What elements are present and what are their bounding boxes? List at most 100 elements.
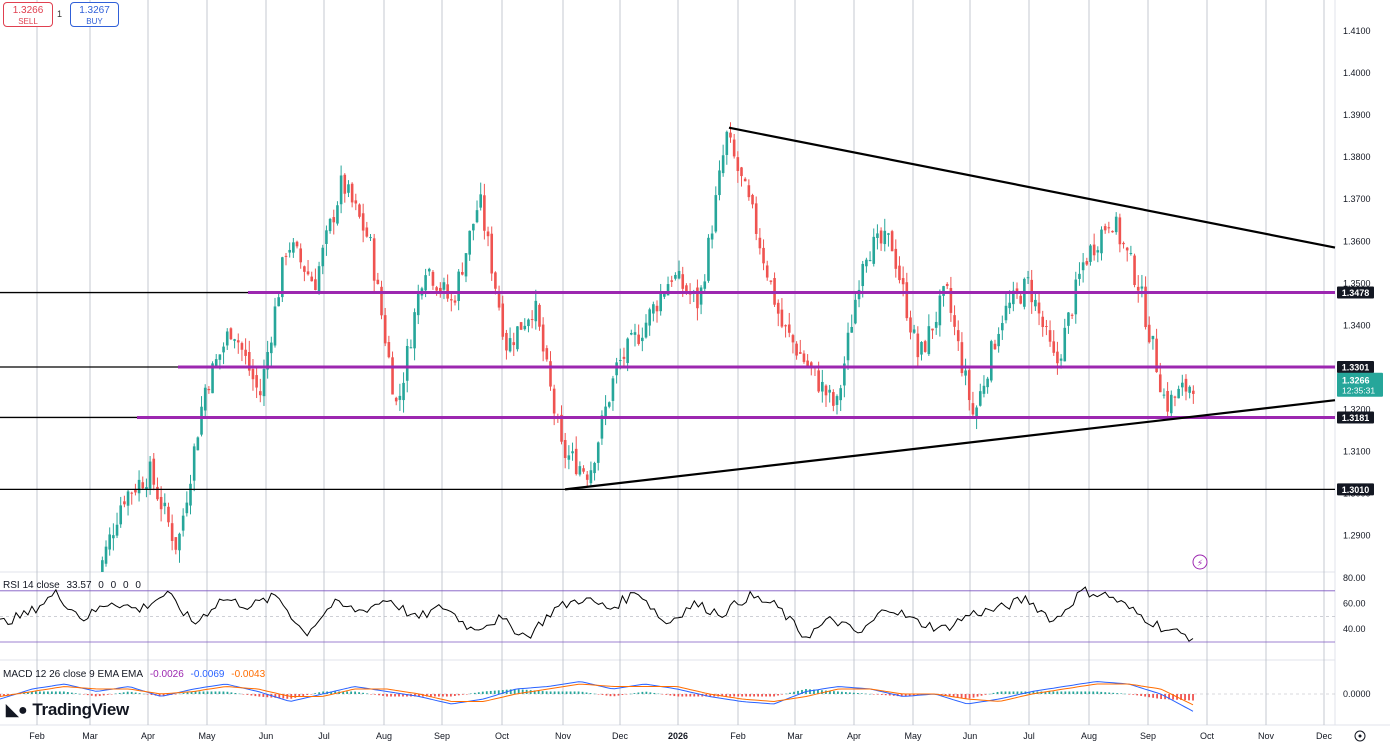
macd-histogram-bar bbox=[66, 692, 69, 694]
rsi-value-2: 0 bbox=[110, 580, 117, 591]
candle-body bbox=[505, 332, 508, 351]
candle-body bbox=[343, 174, 347, 194]
macd-histogram-bar bbox=[848, 692, 851, 694]
macd-histogram-bar bbox=[840, 691, 843, 694]
macd-histogram-bar bbox=[817, 689, 819, 694]
candle-body bbox=[372, 238, 376, 281]
macd-histogram-bar bbox=[1160, 694, 1162, 700]
macd-histogram-bar bbox=[689, 694, 692, 697]
time-tick-label: Feb bbox=[730, 731, 746, 741]
macd-histogram-bar bbox=[741, 694, 744, 697]
time-tick-label: Mar bbox=[787, 731, 803, 741]
tradingview-logo-icon: ◣● bbox=[6, 702, 28, 719]
macd-histogram-bar bbox=[222, 691, 225, 694]
macd-histogram-bar bbox=[1136, 694, 1139, 696]
candle-body bbox=[244, 349, 247, 356]
macd-histogram-bar bbox=[565, 691, 568, 694]
candle-body bbox=[438, 287, 442, 292]
macd-histogram-bar bbox=[1144, 694, 1147, 697]
macd-histogram-bar bbox=[226, 691, 229, 694]
macd-histogram-bar bbox=[988, 693, 991, 695]
macd-histogram-bar bbox=[35, 691, 37, 694]
macd-histogram-bar bbox=[194, 691, 197, 694]
candle-body bbox=[883, 230, 887, 245]
candle-body bbox=[218, 354, 222, 360]
candle-body bbox=[732, 139, 736, 157]
candle-body bbox=[281, 257, 284, 298]
rsi-legend[interactable]: RSI 14 close 33.57 0 0 0 0 bbox=[3, 580, 145, 591]
candle-body bbox=[1151, 335, 1155, 340]
tradingview-logo[interactable]: ◣● TradingView bbox=[6, 700, 129, 720]
macd-histogram-bar bbox=[1096, 691, 1099, 694]
candle-body bbox=[736, 157, 740, 172]
candle-body bbox=[810, 362, 813, 368]
time-tick-label: Dec bbox=[612, 731, 629, 741]
candle-body bbox=[541, 324, 545, 352]
candle-body bbox=[229, 328, 233, 340]
macd-histogram-bar bbox=[374, 694, 376, 695]
candle-body bbox=[450, 299, 453, 301]
candle-body bbox=[710, 233, 714, 240]
candle-body bbox=[865, 259, 868, 267]
candle-body bbox=[978, 391, 982, 406]
macd-histogram-bar bbox=[1108, 692, 1111, 694]
candle-body bbox=[112, 535, 115, 539]
macd-histogram-bar bbox=[54, 691, 57, 694]
candle-body bbox=[674, 274, 677, 279]
macd-histogram-bar bbox=[302, 694, 305, 696]
macd-histogram-bar bbox=[186, 692, 189, 694]
candle-body bbox=[718, 170, 721, 196]
candle-body bbox=[923, 341, 927, 352]
candle-body bbox=[461, 271, 464, 275]
macd-tick-label: 0.0000 bbox=[1343, 689, 1371, 699]
macd-histogram-bar bbox=[178, 693, 181, 695]
macd-legend[interactable]: MACD 12 26 close 9 EMA EMA -0.0026 -0.00… bbox=[3, 669, 269, 680]
candle-body bbox=[912, 329, 916, 333]
price-tick-label: 1.3700 bbox=[1343, 194, 1371, 204]
candle-body bbox=[350, 183, 354, 203]
candle-body bbox=[1067, 312, 1070, 326]
macd-histogram-bar bbox=[597, 694, 600, 695]
macd-histogram-bar bbox=[477, 692, 480, 694]
macd-histogram-bar bbox=[549, 691, 552, 694]
macd-histogram-bar bbox=[350, 691, 353, 694]
macd-histogram-bar bbox=[872, 694, 875, 695]
macd-histogram-bar bbox=[569, 691, 572, 694]
macd-histogram-bar bbox=[1028, 691, 1031, 694]
macd-histogram-bar bbox=[98, 694, 101, 697]
candle-body bbox=[1026, 277, 1030, 279]
macd-histogram-bar bbox=[661, 694, 664, 695]
macd-histogram-bar bbox=[633, 693, 636, 694]
candle-body bbox=[1074, 279, 1078, 315]
candle-body bbox=[200, 406, 203, 435]
macd-histogram-bar bbox=[585, 692, 588, 694]
candle-body bbox=[670, 280, 674, 282]
macd-histogram-bar bbox=[430, 694, 432, 697]
macd-histogram-bar bbox=[733, 694, 736, 697]
candle-body bbox=[931, 328, 934, 331]
buy-button[interactable]: 1.3267 BUY bbox=[70, 2, 119, 27]
macd-histogram-bar bbox=[493, 690, 496, 694]
macd-histogram-bar bbox=[797, 690, 799, 694]
macd-histogram-bar bbox=[238, 693, 241, 695]
candle-body bbox=[240, 343, 244, 350]
candle-body bbox=[497, 292, 501, 308]
macd-histogram-bar bbox=[765, 694, 767, 697]
macd-histogram-bar bbox=[378, 694, 380, 696]
last-price-label: 1.3266 bbox=[1342, 376, 1370, 386]
macd-histogram-bar bbox=[509, 689, 512, 694]
time-tick-label: Aug bbox=[376, 731, 392, 741]
candle-body bbox=[784, 325, 787, 327]
time-tick-label: Oct bbox=[495, 731, 510, 741]
candle-body bbox=[964, 370, 967, 376]
sell-button[interactable]: 1.3266 SELL bbox=[3, 2, 53, 27]
time-tick-label: Jun bbox=[963, 731, 978, 741]
candle-body bbox=[137, 479, 141, 494]
macd-histogram-bar bbox=[972, 694, 975, 698]
candle-body bbox=[123, 501, 126, 505]
macd-histogram-bar bbox=[809, 689, 811, 694]
price-tick-label: 1.3600 bbox=[1343, 236, 1371, 246]
candle-body bbox=[927, 326, 931, 355]
macd-histogram-bar bbox=[948, 694, 951, 697]
